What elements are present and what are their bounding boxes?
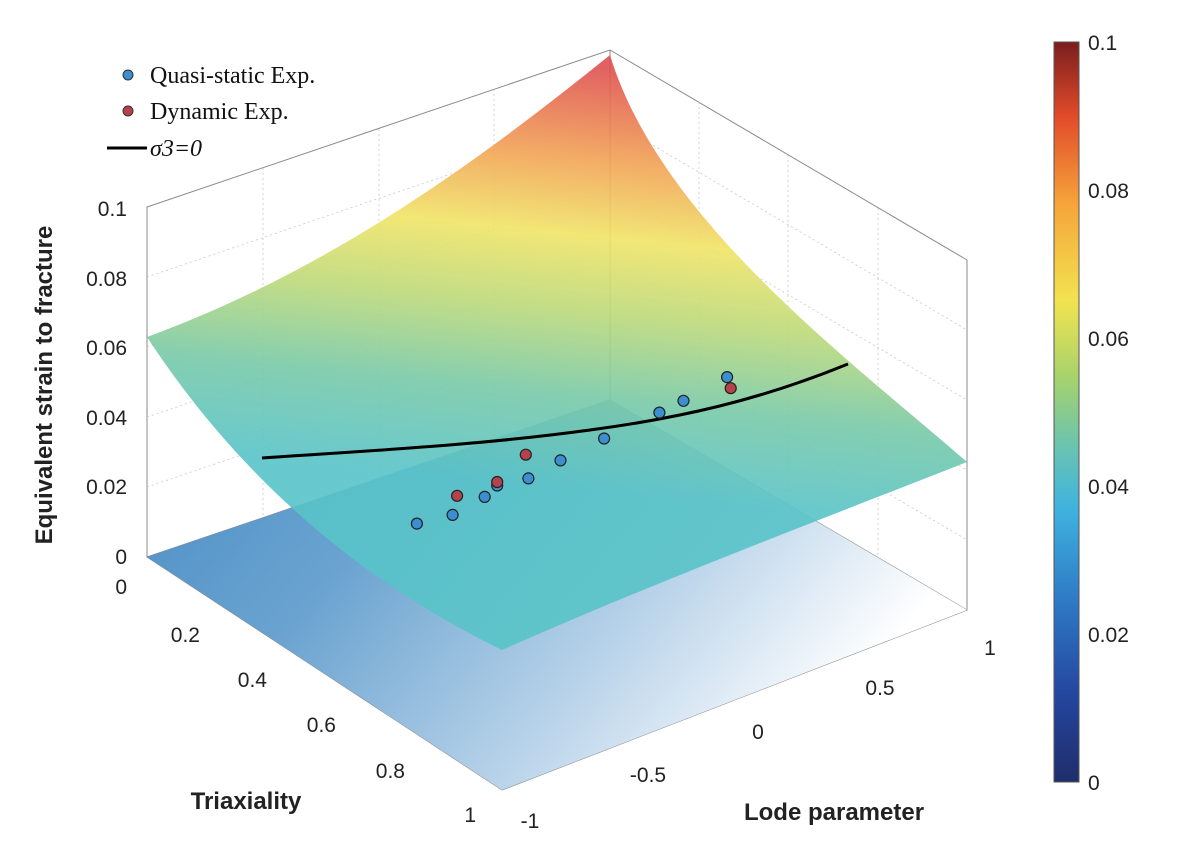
- x-ticks: 0 0.2 0.4 0.6 0.8 1: [115, 576, 476, 827]
- legend-marker-quasi: [122, 69, 134, 81]
- colorbar-tick-label: 0.1: [1088, 32, 1117, 55]
- legend-label-quasi: Quasi-static Exp.: [150, 63, 315, 89]
- data-points: [410, 371, 737, 530]
- sigma3-curve: [261, 362, 849, 460]
- legend-label-sigma3: σ3=0: [150, 136, 202, 162]
- quasi-static-point-8: [446, 508, 459, 522]
- quasi-static-point-9: [410, 517, 423, 530]
- dynamic-point-0: [724, 382, 737, 395]
- fracture-surface: [147, 55, 967, 650]
- z-axis-title: Equivalent strain to fracture: [31, 226, 58, 545]
- colorbar-tick-label: 0.08: [1088, 180, 1129, 203]
- z-tick-label: 0.06: [86, 337, 127, 360]
- colorbar-tick-label: 0: [1088, 772, 1100, 795]
- y-tick-label: -0.5: [630, 764, 666, 787]
- z-tick-label: 0.02: [86, 476, 127, 499]
- z-tick-label: 0.08: [86, 268, 127, 291]
- z-tick-label: 0.04: [86, 407, 127, 430]
- y-ticks: -1 -0.5 0 0.5 1: [521, 637, 996, 833]
- x-tick-label: 0.6: [307, 714, 336, 737]
- x-tick-label: 0.2: [171, 624, 200, 647]
- x-axis-title: Triaxiality: [191, 788, 302, 815]
- quasi-static-point-1: [677, 394, 690, 407]
- colorbar-tick-label: 0.02: [1088, 624, 1129, 647]
- x-tick-label: 0.4: [238, 669, 268, 692]
- x-tick-label: 0.8: [376, 760, 405, 783]
- y-tick-label: 1: [984, 637, 996, 660]
- y-tick-label: 0.5: [865, 677, 894, 700]
- colorbar-tick-label: 0.06: [1088, 328, 1129, 351]
- legend-label-dynamic: Dynamic Exp.: [150, 99, 289, 125]
- quasi-static-point-7: [478, 490, 491, 503]
- y-tick-label: 0: [752, 721, 764, 744]
- quasi-static-point-0: [720, 371, 734, 384]
- dynamic-point-1: [519, 448, 532, 461]
- colorbar-tick-label: 0.04: [1088, 476, 1129, 499]
- colorbar-gradient: [1053, 41, 1080, 783]
- colorbar: 0 0.02 0.04 0.06 0.08 0.1: [1053, 32, 1129, 795]
- legend: Quasi-static Exp. Dynamic Exp. σ3=0: [107, 63, 315, 162]
- quasi-static-point-5: [522, 472, 535, 485]
- x-tick-label: 0: [115, 576, 127, 599]
- quasi-static-point-2: [653, 406, 666, 419]
- z-tick-label: 0.1: [98, 198, 127, 221]
- z-ticks: 0 0.02 0.04 0.06 0.08 0.1: [86, 198, 127, 569]
- x-tick-label: 1: [464, 804, 476, 827]
- dynamic-point-3: [451, 489, 464, 502]
- quasi-static-point-3: [597, 432, 611, 445]
- y-axis-title: Lode parameter: [744, 799, 924, 826]
- legend-marker-dynamic: [122, 105, 134, 117]
- quasi-static-point-4: [554, 454, 567, 467]
- z-tick-label: 0: [115, 546, 127, 569]
- dynamic-point-2: [491, 475, 504, 489]
- y-tick-label: -1: [521, 810, 540, 833]
